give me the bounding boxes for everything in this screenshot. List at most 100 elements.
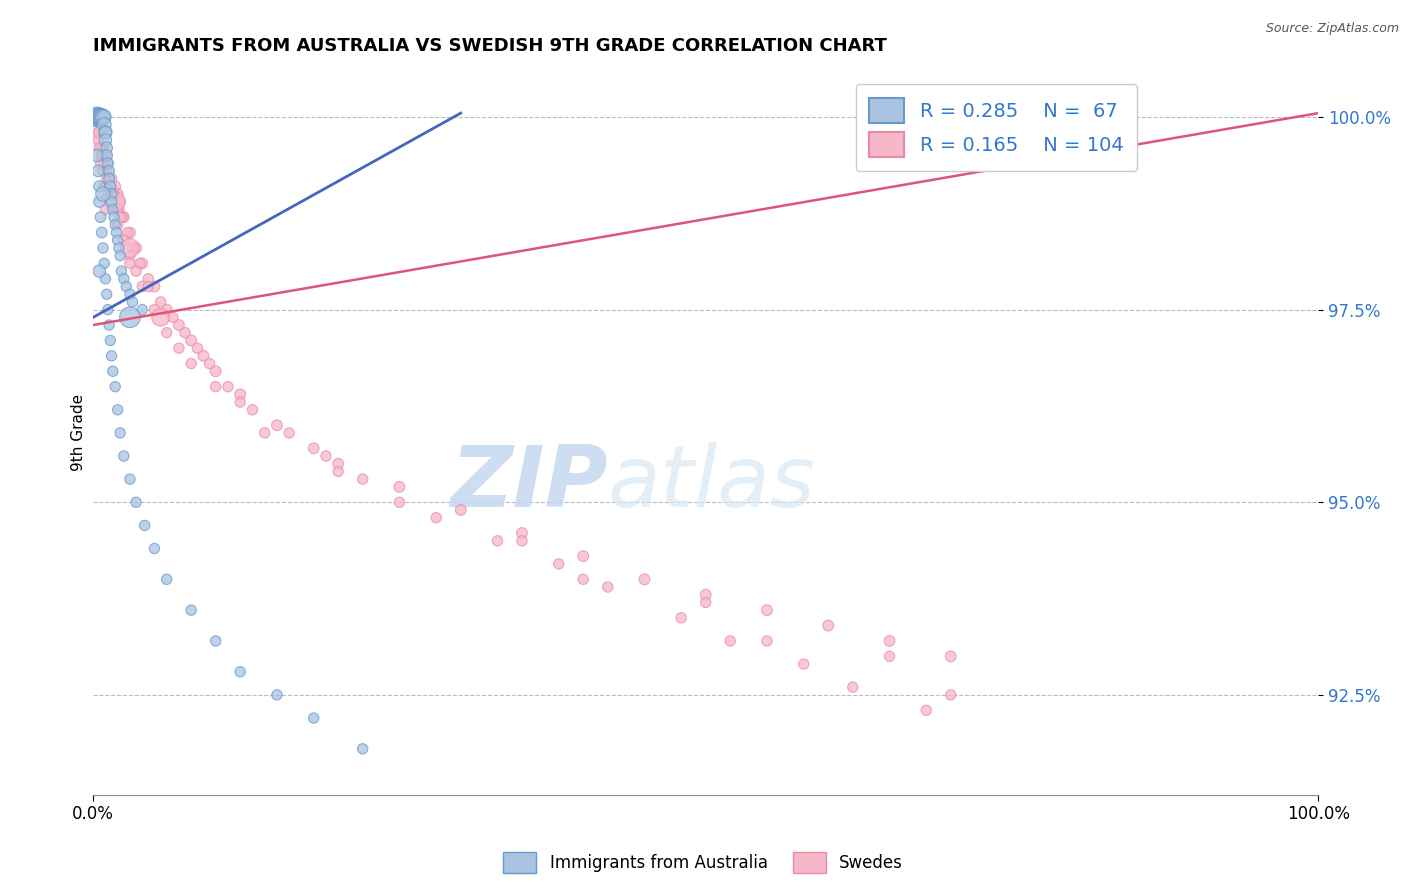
Point	[756, 634, 779, 648]
Point	[97, 302, 120, 317]
Point	[939, 688, 962, 702]
Point	[100, 187, 122, 202]
Text: ZIP: ZIP	[450, 442, 607, 525]
Point	[87, 125, 110, 139]
Point	[718, 634, 741, 648]
Point	[107, 218, 129, 232]
Point	[671, 611, 693, 625]
Point	[143, 302, 166, 317]
Point	[328, 465, 350, 479]
Point	[180, 603, 202, 617]
Point	[162, 310, 184, 325]
Point	[180, 357, 202, 371]
Point	[510, 533, 533, 548]
Point	[425, 510, 447, 524]
Legend: Immigrants from Australia, Swedes: Immigrants from Australia, Swedes	[496, 846, 910, 880]
Point	[90, 156, 112, 170]
Point	[167, 341, 190, 355]
Point	[104, 179, 127, 194]
Point	[93, 156, 115, 170]
Point	[90, 148, 112, 162]
Text: Source: ZipAtlas.com: Source: ZipAtlas.com	[1265, 22, 1399, 36]
Point	[149, 294, 172, 309]
Point	[229, 395, 252, 409]
Point	[572, 572, 595, 586]
Point	[915, 703, 938, 717]
Point	[107, 187, 129, 202]
Point	[86, 148, 108, 162]
Text: atlas: atlas	[607, 442, 815, 525]
Point	[695, 595, 717, 609]
Point	[596, 580, 619, 594]
Point	[186, 341, 208, 355]
Point	[90, 110, 112, 124]
Point	[156, 302, 179, 317]
Point	[388, 495, 411, 509]
Point	[91, 141, 114, 155]
Point	[229, 665, 252, 679]
Point	[842, 680, 865, 694]
Point	[118, 310, 141, 325]
Point	[104, 194, 127, 209]
Point	[98, 171, 121, 186]
Point	[94, 272, 117, 286]
Point	[100, 187, 122, 202]
Point	[450, 503, 472, 517]
Point	[90, 110, 112, 124]
Point	[90, 141, 112, 155]
Text: IMMIGRANTS FROM AUSTRALIA VS SWEDISH 9TH GRADE CORRELATION CHART: IMMIGRANTS FROM AUSTRALIA VS SWEDISH 9TH…	[93, 37, 887, 55]
Point	[94, 125, 117, 139]
Point	[103, 210, 125, 224]
Point	[278, 425, 301, 440]
Point	[90, 110, 112, 124]
Point	[89, 194, 111, 209]
Point	[125, 495, 148, 509]
Point	[98, 164, 121, 178]
Point	[174, 326, 197, 340]
Point	[93, 110, 115, 124]
Point	[352, 472, 374, 486]
Point	[89, 179, 111, 194]
Point	[302, 442, 325, 456]
Point	[118, 226, 141, 240]
Point	[96, 171, 118, 186]
Point	[117, 226, 139, 240]
Point	[131, 302, 153, 317]
Point	[108, 241, 131, 255]
Point	[104, 379, 127, 393]
Point	[229, 387, 252, 401]
Point	[253, 425, 276, 440]
Point	[136, 279, 159, 293]
Point	[90, 210, 112, 224]
Point	[87, 110, 110, 124]
Point	[98, 179, 121, 194]
Point	[90, 226, 112, 240]
Point	[131, 279, 153, 293]
Point	[111, 210, 134, 224]
Point	[86, 110, 108, 124]
Y-axis label: 9th Grade: 9th Grade	[72, 394, 86, 472]
Point	[101, 364, 124, 378]
Point	[112, 210, 135, 224]
Point	[91, 110, 114, 124]
Point	[793, 657, 815, 671]
Point	[90, 110, 112, 124]
Point	[96, 148, 118, 162]
Point	[89, 125, 111, 139]
Point	[100, 171, 122, 186]
Point	[204, 364, 226, 378]
Point	[756, 603, 779, 617]
Point	[94, 202, 117, 217]
Point	[695, 588, 717, 602]
Point	[180, 334, 202, 348]
Point	[107, 202, 129, 217]
Point	[118, 241, 141, 255]
Point	[98, 318, 121, 332]
Point	[131, 256, 153, 270]
Point	[879, 649, 901, 664]
Point	[204, 379, 226, 393]
Point	[315, 449, 337, 463]
Point	[93, 256, 115, 270]
Point	[97, 156, 120, 170]
Point	[879, 634, 901, 648]
